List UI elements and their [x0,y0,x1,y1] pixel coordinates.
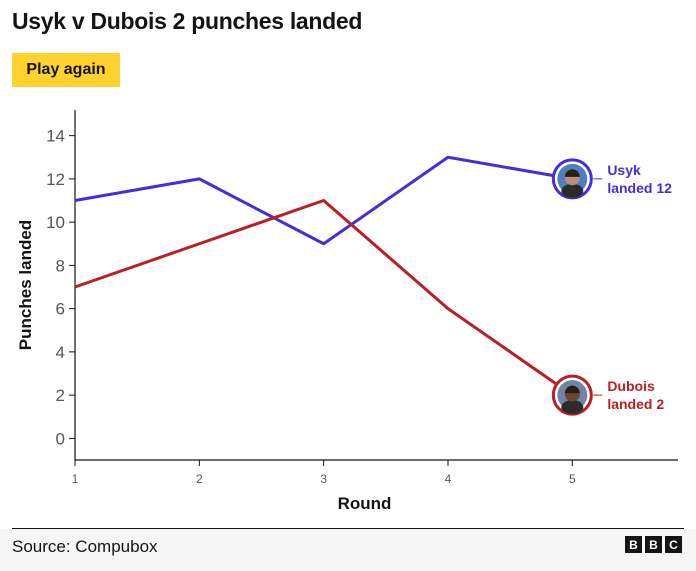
y-tick-label: 10 [46,213,65,232]
x-axis-ticks: 1 2 3 4 5 [72,460,576,486]
end-markers: Usyk landed 12 Dubois landed 2 [551,158,672,416]
dubois-avatar-icon [551,374,593,416]
x-tick-label: 1 [72,472,79,486]
footer: Source: Compubox B B C [0,529,696,571]
x-axis-label: Round [338,494,392,513]
usyk-avatar-icon [551,158,593,200]
chart-title: Usyk v Dubois 2 punches landed [12,8,363,34]
logo-letter: C [665,536,682,553]
y-tick-label: 6 [56,300,65,319]
x-tick-label: 2 [196,472,203,486]
bbc-logo: B B C [625,536,682,553]
y-tick-label: 2 [56,386,65,405]
source-text: Source: Compubox [12,537,158,556]
y-tick-label: 12 [46,170,65,189]
y-tick-label: 8 [56,256,65,275]
x-tick-label: 3 [320,472,327,486]
x-tick-label: 4 [445,472,452,486]
dubois-series-line [74,199,574,397]
dubois-end-label: Dubois landed 2 [607,378,664,412]
series-lines [74,155,574,397]
footer-divider [12,528,684,529]
x-tick-label: 5 [569,472,576,486]
y-tick-label: 4 [56,343,65,362]
logo-letter: B [625,536,642,553]
play-again-button[interactable]: Play again [12,53,120,87]
y-tick-label: 14 [46,127,65,146]
usyk-end-label: Usyk landed 12 [607,162,672,196]
y-tick-label: 0 [56,429,65,448]
y-axis-label: Punches landed [16,220,35,350]
usyk-series-line [74,155,573,246]
logo-letter: B [645,536,662,553]
y-axis-ticks: 0 2 4 6 8 10 12 14 [46,127,75,448]
